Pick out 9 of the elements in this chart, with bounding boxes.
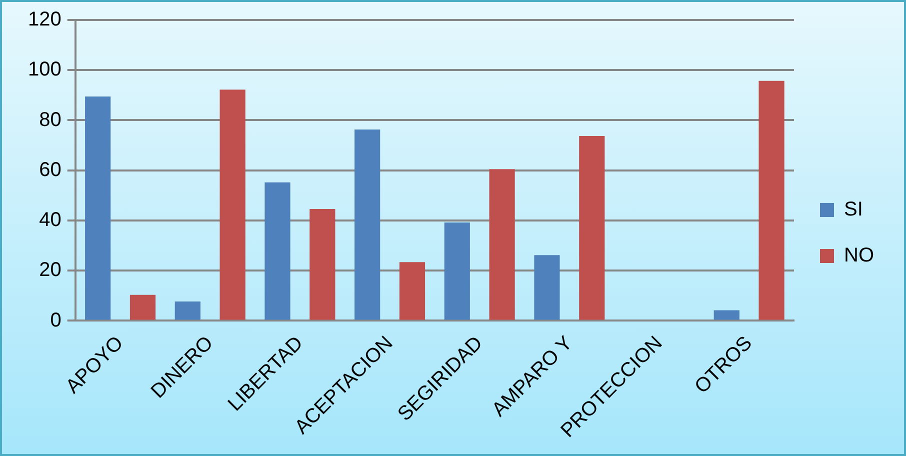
y-tick-label: 100 bbox=[28, 58, 62, 81]
y-tick-label: 20 bbox=[39, 259, 62, 282]
legend-label: NO bbox=[844, 244, 874, 267]
y-tick-label: 120 bbox=[28, 8, 62, 31]
y-tick-label: 40 bbox=[39, 209, 62, 232]
y-tick-label: 0 bbox=[50, 309, 62, 332]
y-tick-label: 60 bbox=[39, 158, 62, 181]
y-tick-label: 80 bbox=[39, 108, 62, 131]
legend-label: SI bbox=[844, 198, 863, 221]
